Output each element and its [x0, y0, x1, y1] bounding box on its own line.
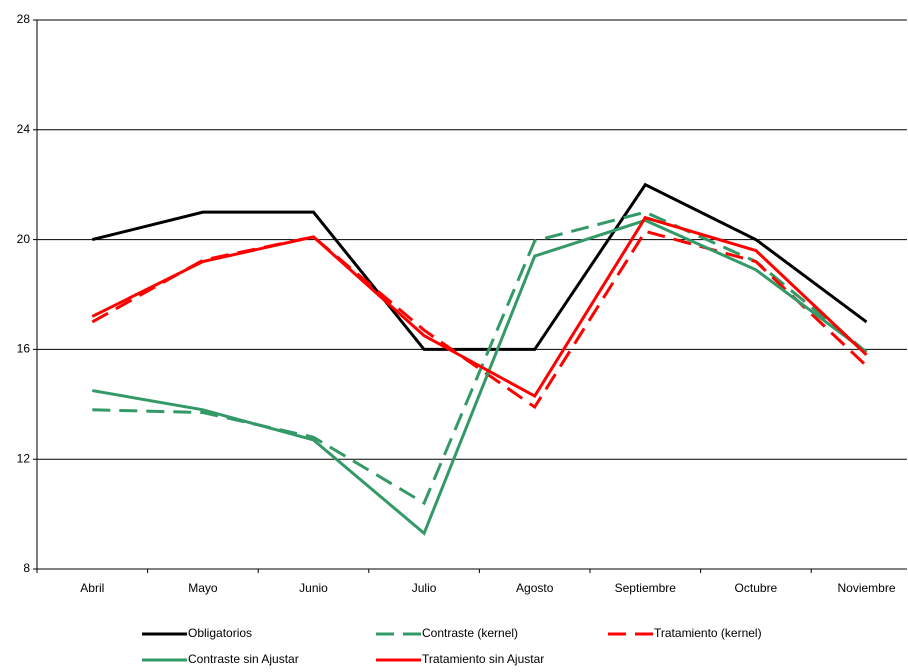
x-tick-label: Noviembre	[837, 581, 895, 595]
x-tick-label: Junio	[299, 581, 328, 595]
y-tick-label: 24	[17, 122, 31, 136]
x-tick-label: Agosto	[516, 581, 554, 595]
y-tick-label: 28	[17, 12, 31, 26]
series-line	[92, 210, 868, 506]
y-tick-label: 16	[17, 342, 31, 356]
legend-label: Tratamiento sin Ajustar	[422, 652, 544, 666]
x-tick-label: Julio	[412, 581, 437, 595]
y-tick-label: 12	[17, 451, 31, 465]
legend-label: Obligatorios	[188, 626, 252, 640]
legend-label: Tratamiento (kernel)	[654, 626, 762, 640]
y-tick-label: 8	[23, 561, 30, 575]
series-line	[91, 215, 868, 399]
series-line	[92, 218, 868, 536]
legend-label: Contraste sin Ajustar	[188, 652, 299, 666]
legend-label: Contraste (kernel)	[422, 626, 518, 640]
x-tick-label: Octubre	[735, 581, 778, 595]
x-tick-label: Mayo	[188, 581, 218, 595]
y-tick-label: 20	[17, 232, 31, 246]
series-line	[91, 182, 868, 351]
x-tick-label: Septiembre	[615, 581, 677, 595]
x-tick-label: Abril	[80, 581, 104, 595]
